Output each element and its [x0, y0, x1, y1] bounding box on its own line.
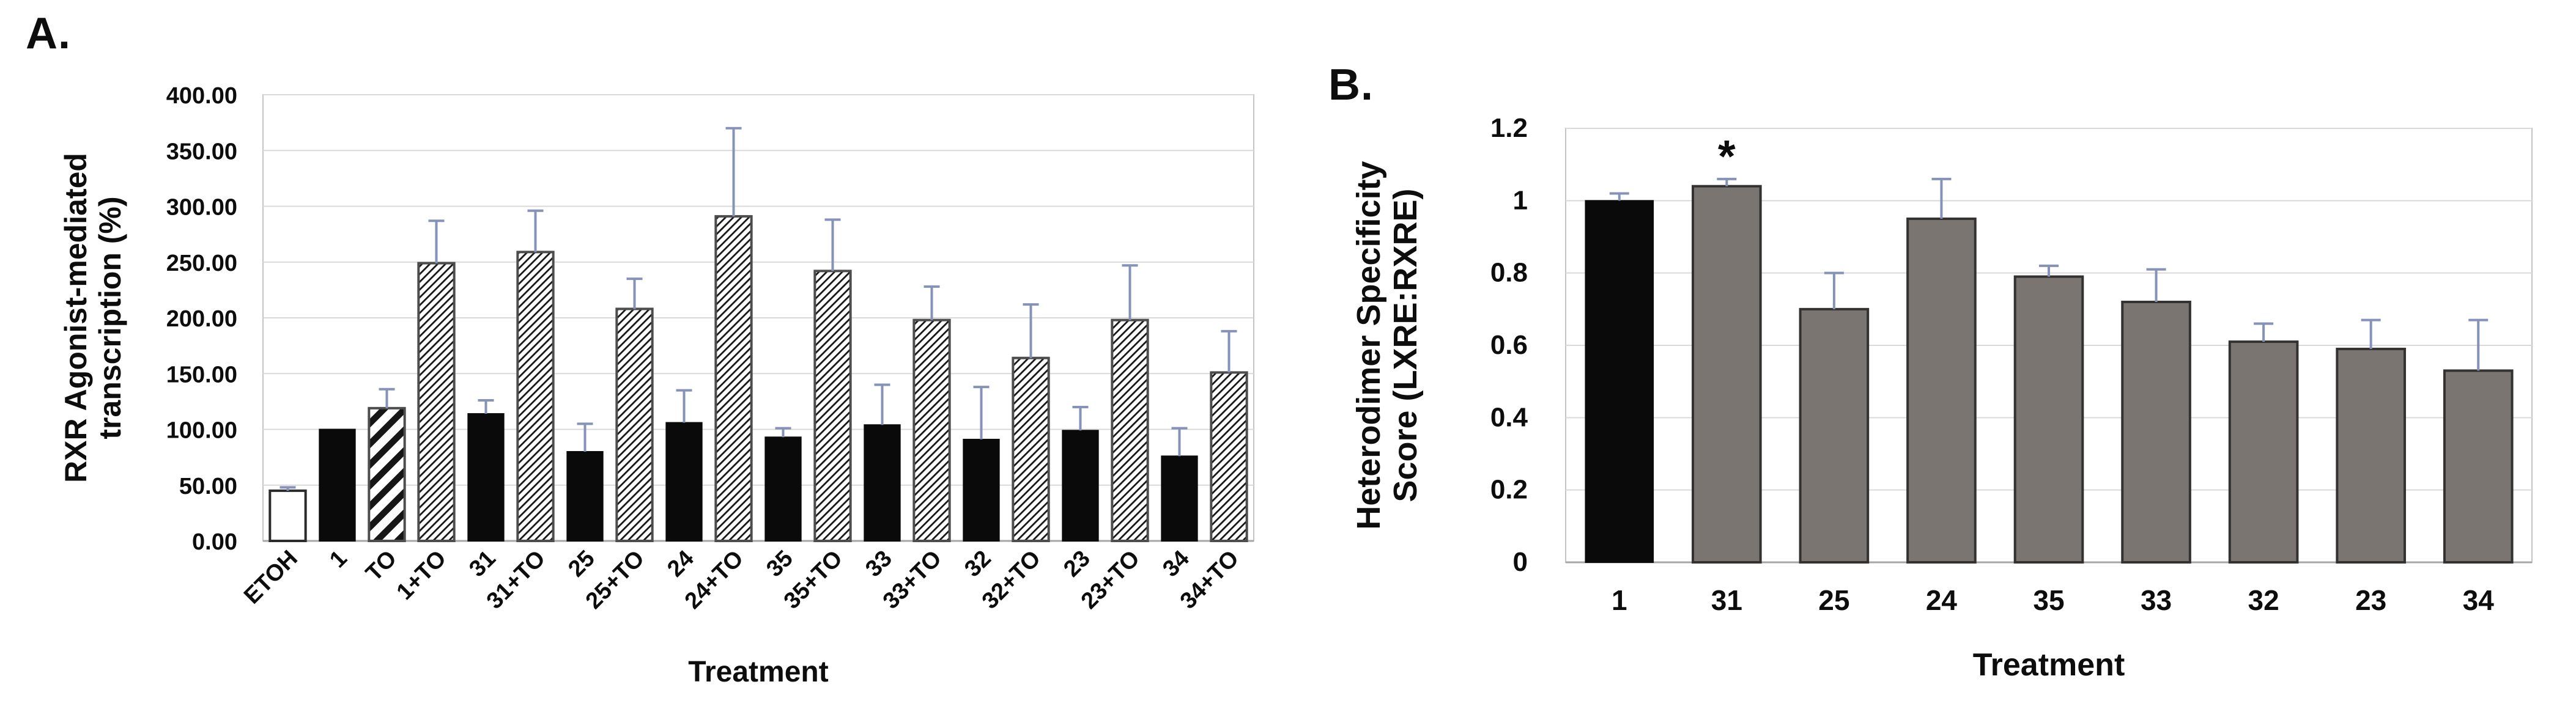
x-tick-label-ETOH: ETOH	[239, 546, 303, 609]
bar-23+TO	[1111, 318, 1149, 543]
panel-b: 0 0.2 0.4 0.6 0.8 1 1.2 1 31 25 24 35 33 32 23 34 * B. H…	[1288, 0, 2576, 709]
x-tick-label-23: 23	[2355, 584, 2386, 616]
bar-25+TO	[615, 307, 654, 542]
y-tick-label: 100.00	[166, 418, 237, 444]
y-tick-label: 0.00	[192, 529, 237, 555]
panel-b-label: B.	[1328, 61, 1374, 109]
bar-34+TO	[1210, 371, 1248, 542]
x-tick-label-1: 1	[1612, 584, 1627, 616]
bar-35	[764, 436, 802, 542]
panel-b-x-axis-title: Treatment	[1972, 647, 2125, 683]
bar-ETOH	[268, 489, 307, 542]
panel-a-y-axis-title-line1: RXR Agonist-mediated	[59, 153, 93, 483]
x-tick-label-35: 35	[761, 546, 798, 582]
y-tick-label: 200.00	[166, 306, 237, 332]
bar-33	[2121, 301, 2191, 564]
x-tick-label-32: 32	[2248, 584, 2279, 616]
bar-34	[2443, 369, 2514, 564]
bar-32+TO	[1012, 356, 1050, 542]
significance-asterisk: *	[1718, 131, 1736, 182]
panel-a-y-axis-title-line2: transcription (%)	[93, 196, 127, 439]
y-tick-label: 400.00	[166, 83, 237, 109]
x-tick-label-24: 24	[1926, 584, 1958, 616]
x-tick-label-25: 25	[1818, 584, 1849, 616]
y-tick-label: 150.00	[166, 362, 237, 388]
x-tick-label-1: 1	[325, 546, 352, 573]
x-tick-label-25: 25	[563, 546, 600, 582]
y-tick-label: 300.00	[166, 195, 237, 221]
bar-31	[1692, 185, 1762, 564]
bar-23	[2336, 347, 2406, 564]
x-tick-label-32: 32	[960, 546, 996, 582]
y-tick-label: 0.6	[1490, 330, 1528, 360]
bar-25	[566, 451, 604, 542]
bar-33	[864, 424, 901, 542]
bar-24+TO	[714, 215, 753, 542]
panel-a-label: A.	[26, 9, 71, 58]
x-tick-label-23: 23	[1059, 546, 1095, 582]
panel-a-x-axis-title: Treatment	[688, 656, 829, 688]
bar-32	[2228, 340, 2299, 564]
bar-32	[963, 438, 1000, 542]
bar-35+TO	[813, 270, 852, 542]
bar-1+TO	[417, 262, 456, 542]
x-tick-label-TO: TO	[361, 546, 402, 587]
y-tick-label: 1	[1513, 185, 1528, 215]
bar-TO	[368, 406, 406, 543]
panel-b-y-axis-title: Heterodimer Specificity Score (LXRE:RXRE…	[1349, 107, 1425, 584]
bar-1	[1585, 200, 1654, 564]
x-tick-label-31: 31	[464, 546, 501, 582]
y-tick-label: 1.2	[1490, 113, 1528, 143]
y-tick-label: 0	[1513, 547, 1528, 577]
bar-24	[1906, 217, 1977, 564]
x-tick-label-35: 35	[2033, 584, 2064, 616]
x-tick-label-34: 34	[1158, 546, 1194, 582]
bar-33+TO	[912, 318, 951, 543]
panel-b-y-axis-title-line2: Score (LXRE:RXRE)	[1387, 188, 1424, 502]
y-tick-label: 0.4	[1490, 402, 1528, 432]
heterodimer-specificity-bar-chart: 0 0.2 0.4 0.6 0.8 1 1.2 1 31 25 24 35 33 32 23 34 *	[1490, 113, 2533, 616]
bar-1	[319, 428, 356, 542]
x-tick-label-24: 24	[662, 546, 699, 582]
y-tick-label: 50.00	[179, 474, 237, 499]
panel-b-y-axis-title-line1: Heterodimer Specificity	[1350, 161, 1387, 530]
rxr-transcription-bar-chart: 0.00 50.00 100.00 150.00 200.00 250.00 300.00 3…	[166, 83, 1254, 614]
bar-34	[1161, 455, 1198, 542]
bar-23	[1062, 430, 1099, 542]
panel-a-y-axis-title: RXR Agonist-mediated transcription (%)	[57, 70, 128, 565]
y-tick-label: 0.8	[1490, 258, 1528, 288]
x-tick-label-33: 33	[861, 546, 897, 582]
bar-25	[1799, 307, 1870, 564]
y-tick-label: 250.00	[166, 251, 237, 276]
bar-31	[467, 413, 505, 542]
bar-24	[665, 422, 703, 542]
bar-31+TO	[516, 251, 555, 542]
y-tick-label: 350.00	[166, 139, 237, 164]
y-tick-label: 0.2	[1490, 475, 1528, 505]
x-tick-label-31: 31	[1711, 584, 1742, 616]
panel-a: 0.00 50.00 100.00 150.00 200.00 250.00 300.00 3…	[26, 9, 1254, 688]
x-tick-label-33: 33	[2141, 584, 2172, 616]
x-tick-label-1+TO: 1+TO	[392, 546, 451, 605]
x-tick-label-34: 34	[2463, 584, 2495, 616]
bar-35	[2013, 275, 2084, 564]
